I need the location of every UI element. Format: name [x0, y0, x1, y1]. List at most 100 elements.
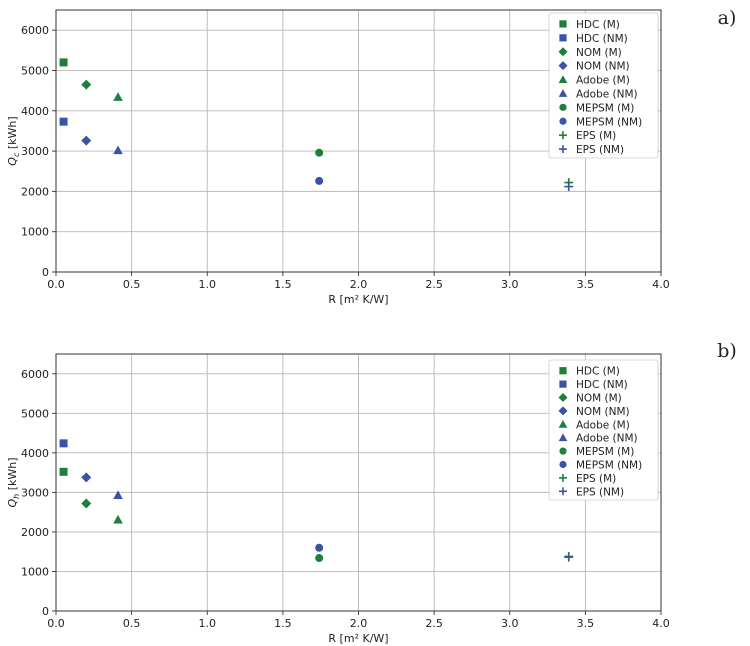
legend-entry-nom-nm: NOM (NM) — [576, 406, 630, 418]
chart-panel-b: 0.0 0.5 1.0 1.5 2.0 2.5 3.0 3.5 4.0 0 1000 2000 3000… — [6, 340, 737, 645]
x-axis-label: R [m² K/W] — [328, 632, 388, 645]
legend-entry-eps-nm: EPS (NM) — [576, 144, 624, 156]
legend-marker-nom-m — [558, 47, 568, 57]
panel-label: a) — [718, 7, 737, 29]
y-tick-label: 1000 — [21, 226, 49, 239]
x-tick-label: 2.5 — [425, 278, 443, 291]
y-tick-label: 6000 — [21, 368, 49, 381]
x-tick-label: 4.0 — [652, 617, 670, 630]
legend-marker-eps-nm — [559, 145, 567, 154]
x-tick-label: 1.0 — [199, 617, 217, 630]
x-tick-label: 1.5 — [274, 617, 292, 630]
legend-marker-mepsm-nm — [559, 460, 567, 469]
point-nom-nm — [81, 135, 92, 146]
y-tick-label: 1000 — [21, 565, 49, 578]
legend-marker-nom-nm — [558, 61, 568, 71]
point-hdc-m — [59, 58, 68, 67]
x-tick-label: 1.0 — [199, 278, 217, 291]
legend-entry-adobe-nm: Adobe (NM) — [576, 88, 638, 100]
legend-entry-hdc-m: HDC (M) — [576, 19, 620, 31]
x-tick-label: 0.0 — [47, 617, 65, 630]
legend-entry-hdc-nm: HDC (NM) — [576, 33, 628, 45]
y-tick-label: 2000 — [21, 185, 49, 198]
legend-marker-adobe-nm — [558, 433, 568, 442]
legend-marker-hdc-nm — [559, 34, 567, 42]
x-tick-label: 4.0 — [652, 278, 670, 291]
y-tick-label: 4000 — [21, 447, 49, 460]
x-tick-label: 3.5 — [577, 278, 595, 291]
point-adobe-nm — [113, 145, 123, 155]
point-eps-nm — [564, 182, 574, 191]
legend: HDC (M) HDC (NM) NOM (M) NOM (NM) Adobe (M)A… — [548, 12, 659, 159]
point-adobe-nm — [113, 490, 123, 499]
legend-marker-adobe-m — [558, 419, 568, 428]
point-hdc-nm — [59, 117, 68, 126]
point-eps-nm — [564, 552, 574, 562]
panel-label: b) — [717, 340, 737, 362]
point-nom-m — [81, 498, 92, 509]
point-hdc-m — [59, 467, 68, 476]
legend-marker-hdc-m — [559, 20, 567, 28]
legend-marker-hdc-m — [559, 367, 567, 375]
legend-entry-nom-m: NOM (M) — [576, 47, 622, 59]
y-tick-label: 2000 — [21, 526, 49, 539]
y-tick-label: 5000 — [21, 64, 49, 77]
y-tick-label: 4000 — [21, 105, 49, 118]
legend-entry-eps-nm: EPS (NM) — [576, 486, 624, 498]
point-mepsm-nm — [315, 543, 324, 552]
point-mepsm-nm — [315, 176, 324, 185]
legend-marker-hdc-nm — [559, 380, 567, 388]
legend-entry-eps-m: EPS (M) — [576, 473, 616, 485]
x-tick-label: 3.0 — [501, 617, 519, 630]
legend-marker-eps-m — [559, 131, 567, 140]
legend-entry-mepsm-m: MEPSM (M) — [576, 102, 634, 114]
point-mepsm-m — [315, 148, 324, 157]
x-tick-label: 0.0 — [47, 278, 65, 291]
x-tick-label: 1.5 — [274, 278, 292, 291]
y-tick-label: 5000 — [21, 407, 49, 420]
point-mepsm-m — [315, 554, 324, 563]
legend-marker-eps-nm — [559, 487, 567, 496]
x-tick-label: 0.5 — [123, 278, 141, 291]
legend: HDC (M)HDC (NM)NOM (M)NOM (NM)Adobe (M)A… — [548, 359, 659, 501]
legend-entry-nom-nm: NOM (NM) — [576, 61, 630, 73]
legend-box — [548, 359, 659, 501]
data-points — [59, 58, 574, 191]
legend-marker-nom-m — [558, 393, 568, 402]
y-axis-label: Qc [kWh] — [6, 116, 21, 165]
x-tick-label: 2.5 — [425, 617, 443, 630]
point-nom-nm — [81, 472, 92, 483]
x-tick-label: 0.5 — [123, 617, 141, 630]
legend-entry-hdc-nm: HDC (NM) — [576, 379, 628, 391]
legend-entry-mepsm-nm: MEPSM (NM) — [576, 460, 642, 472]
legend-entry-mepsm-m: MEPSM (M) — [576, 446, 634, 458]
y-tick-label: 6000 — [21, 24, 49, 37]
chart-panel-a: 0.0 0.5 1.0 1.5 2.0 2.5 3.0 3.5 4.0 0 1000 2000 3000… — [6, 7, 736, 306]
y-tick-label: 3000 — [21, 145, 49, 158]
y-axis-label: Qh [kWh] — [6, 457, 21, 507]
x-tick-label: 2.0 — [350, 617, 368, 630]
legend-entry-eps-m: EPS (M) — [576, 130, 616, 142]
point-hdc-nm — [59, 439, 68, 448]
legend-marker-eps-m — [559, 473, 567, 482]
y-tick-label: 3000 — [21, 486, 49, 499]
y-tick-label: 0 — [42, 605, 49, 618]
y-tick-label: 0 — [42, 266, 49, 279]
axes-frame — [55, 353, 662, 612]
legend-entry-adobe-nm: Adobe (NM) — [576, 433, 638, 445]
legend-entry-hdc-m: HDC (M) — [576, 366, 620, 378]
x-tick-label: 2.0 — [350, 278, 368, 291]
legend-entry-adobe-m: Adobe (M) — [576, 75, 630, 87]
data-points — [59, 439, 574, 563]
legend-marker-adobe-m — [558, 75, 568, 84]
legend-marker-mepsm-nm — [559, 117, 567, 125]
legend-box — [548, 12, 659, 159]
legend-entry-nom-m: NOM (M) — [576, 393, 622, 405]
x-tick-label: 3.5 — [577, 617, 595, 630]
legend-entry-mepsm-nm: MEPSM (NM) — [576, 116, 642, 128]
axes-frame — [55, 9, 662, 273]
legend-marker-adobe-nm — [558, 89, 568, 97]
point-nom-m — [81, 79, 92, 90]
x-tick-label: 3.0 — [501, 278, 519, 291]
